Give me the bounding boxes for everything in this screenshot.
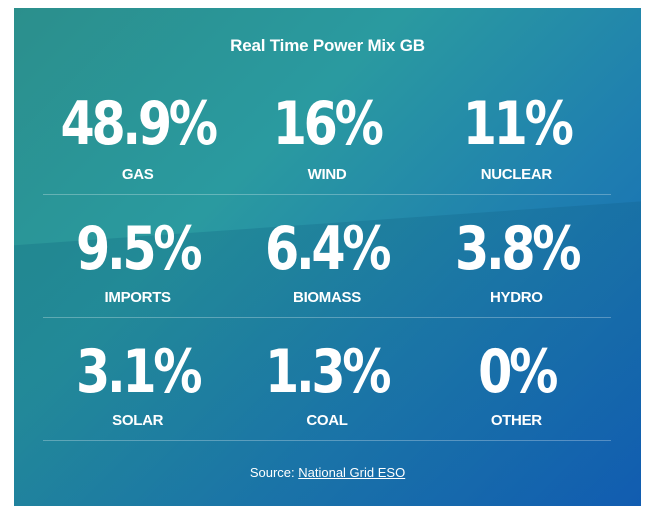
fuel-label: COAL [306,412,348,429]
fuel-percentage: 11% [462,89,573,159]
fuel-stat-coal: 1.3% COAL [232,318,421,440]
fuel-stat-hydro: 3.8% HYDRO [422,195,611,317]
source-link[interactable]: National Grid ESO [298,465,406,480]
fuel-label: NUCLEAR [480,166,553,183]
fuel-label: HYDRO [489,289,543,306]
fuel-percentage: 3.8% [454,214,582,284]
fuel-percentage: 6.4% [265,214,392,284]
fuel-label: SOLAR [112,412,164,429]
power-mix-row: 9.5% IMPORTS 6.4% BIOMASS 3.8% HYDRO [43,195,611,318]
fuel-percentage: 3.1% [75,337,203,407]
power-mix-row: 48.9% GAS 16% WIND 11% NUCLEAR [43,86,611,195]
fuel-stat-biomass: 6.4% BIOMASS [232,195,421,317]
fuel-stat-solar: 3.1% SOLAR [43,318,232,440]
fuel-percentage: 16% [273,89,384,159]
fuel-percentage: 48.9% [60,89,219,159]
source-prefix: Source: [249,465,295,480]
power-mix-panel: Real Time Power Mix GB 48.9% GAS 16% WIN… [14,8,641,506]
fuel-label: IMPORTS [104,289,172,306]
fuel-stat-wind: 16% WIND [232,86,421,194]
fuel-stat-imports: 9.5% IMPORTS [43,195,232,317]
fuel-label: WIND [307,166,347,183]
fuel-stat-nuclear: 11% NUCLEAR [422,86,611,194]
fuel-percentage: 9.5% [75,214,203,284]
fuel-label: BIOMASS [293,289,361,306]
source-line: Source: National Grid ESO [14,465,641,480]
power-mix-grid: 48.9% GAS 16% WIND 11% NUCLEAR 9.5% IMPO… [43,86,611,441]
fuel-label: GAS [121,166,154,183]
fuel-stat-gas: 48.9% GAS [43,86,232,194]
fuel-percentage: 1.3% [265,337,392,407]
fuel-stat-other: 0% OTHER [422,318,611,440]
fuel-label: OTHER [490,412,542,429]
panel-title: Real Time Power Mix GB [230,36,425,55]
power-mix-row: 3.1% SOLAR 1.3% COAL 0% OTHER [43,318,611,441]
fuel-percentage: 0% [477,337,558,407]
